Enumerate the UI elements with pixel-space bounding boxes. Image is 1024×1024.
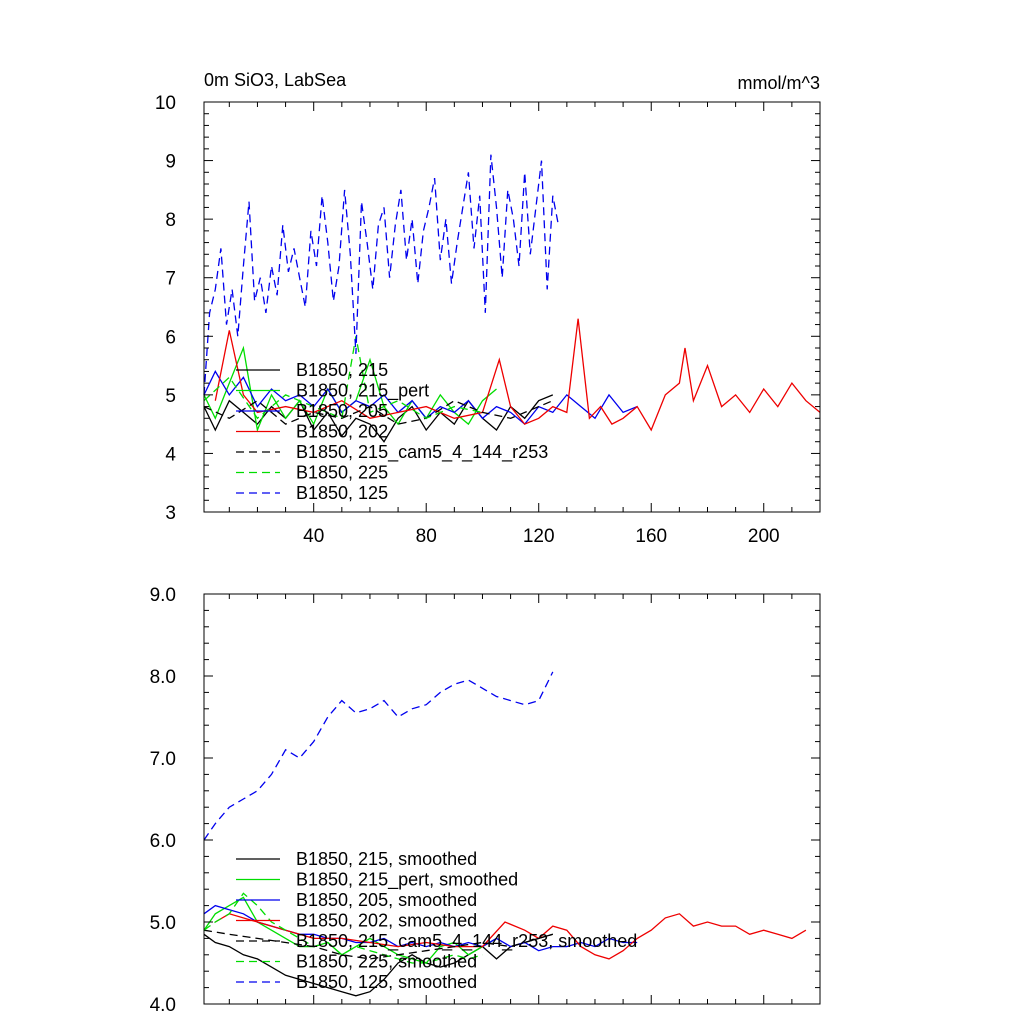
units-label: mmol/m^3 (738, 73, 820, 93)
series-line-2-5 (203, 929, 553, 960)
series-line-1-4 (214, 318, 821, 432)
y-tick-label: 9.0 (150, 585, 176, 606)
x-tick-label: 160 (635, 526, 667, 547)
legend-label: B1850, 202, smoothed (296, 911, 477, 931)
legend-label: B1850, 125 (296, 483, 388, 503)
y-tick-label: 8.0 (150, 667, 176, 688)
legend-label: B1850, 215_cam5_4_144_r253 (296, 442, 548, 463)
plot-frame (203, 593, 821, 1005)
legend-label: B1850, 202 (296, 422, 388, 442)
y-tick-label: 10 (155, 93, 176, 114)
legend-label: B1850, 125, smoothed (296, 972, 477, 992)
legend-label: B1850, 215 (296, 360, 388, 380)
legend-label: B1850, 205, smoothed (296, 890, 477, 910)
y-tick-label: 9 (165, 152, 176, 173)
legend-label: B1850, 225, smoothed (296, 952, 477, 972)
x-tick-label: 80 (416, 526, 437, 547)
plot-frame (203, 101, 821, 513)
series-line-2-6 (203, 892, 483, 964)
series-line-1-7 (203, 154, 560, 395)
y-tick-label: 6.0 (150, 831, 176, 852)
y-tick-label: 7.0 (150, 749, 176, 770)
series-line-1-1 (203, 394, 554, 443)
series-line-2-7 (203, 671, 554, 841)
y-tick-label: 4.0 (150, 995, 176, 1016)
series-line-2-1 (203, 933, 553, 997)
x-tick-label: 40 (303, 526, 324, 547)
series-line-2-4 (214, 913, 807, 960)
series-line-1-5 (203, 399, 554, 425)
y-tick-label: 7 (165, 269, 176, 290)
y-tick-label: 4 (165, 444, 176, 465)
series-line-1-6 (203, 336, 483, 420)
legend-label: B1850, 215_pert, smoothed (296, 870, 518, 891)
y-tick-label: 3 (165, 503, 176, 524)
y-tick-label: 8 (165, 210, 176, 231)
legend-label: B1850, 215_pert (296, 381, 429, 402)
x-tick-label: 120 (523, 526, 555, 547)
legend-label: B1850, 215_cam5_4_144_r253, smoothed (296, 931, 637, 952)
y-tick-label: 5 (165, 386, 176, 407)
y-tick-label: 6 (165, 327, 176, 348)
legend-label: B1850, 205 (296, 401, 388, 421)
plot-panel-1: 3 4 5 6 7 8 9 10 40 80 120 160 200 0m SiO3, LabSea mmo… (155, 70, 821, 547)
legend-label: B1850, 215, smoothed (296, 849, 477, 869)
y-tick-label: 5.0 (150, 913, 176, 934)
x-tick-label: 200 (748, 526, 780, 547)
legend-label: B1850, 225 (296, 463, 388, 483)
chart-title: 0m SiO3, LabSea (204, 70, 347, 90)
